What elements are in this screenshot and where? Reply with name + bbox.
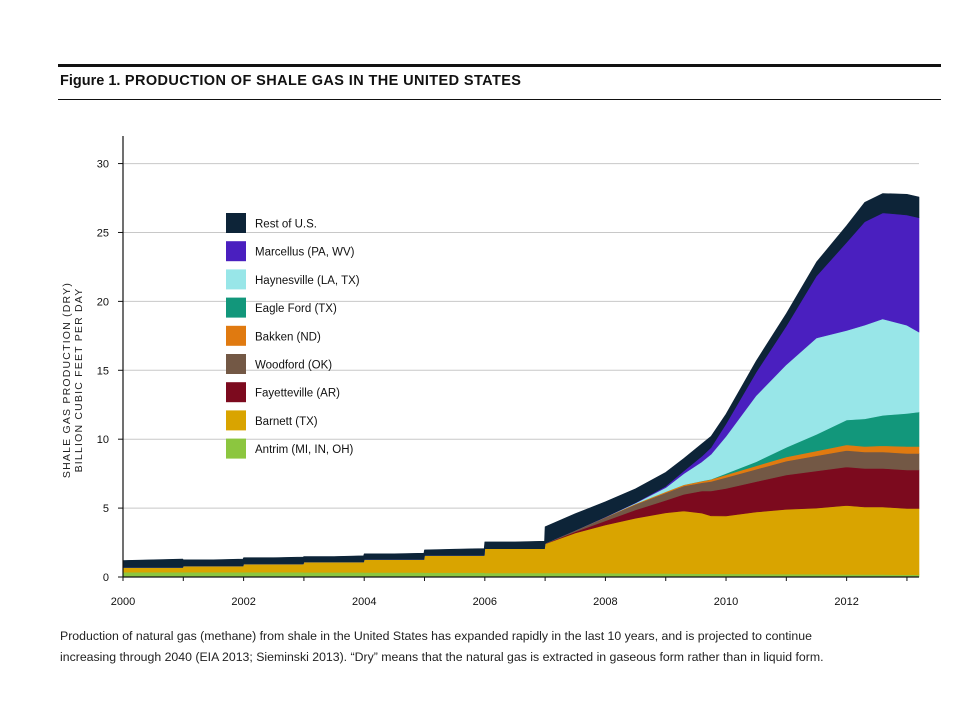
grid-layer xyxy=(123,163,919,509)
legend-label: Marcellus (PA, WV) xyxy=(255,247,355,259)
legend-label: Bakken (ND) xyxy=(255,331,321,343)
x-tick-label: 2010 xyxy=(714,596,738,608)
figure-caption: Production of natural gas (methane) from… xyxy=(60,626,940,668)
title-rule-top xyxy=(58,64,941,67)
legend-label: Antrim (MI, IN, OH) xyxy=(255,444,354,456)
legend-label: Rest of U.S. xyxy=(255,219,317,231)
y-axis-label-line1: SHALE GAS PRODUCTION (DRY) xyxy=(61,282,73,478)
area-layer xyxy=(122,193,920,578)
figure-title-lead: Figure 1. xyxy=(60,73,121,89)
x-tick-label: 2000 xyxy=(111,596,135,608)
legend: Rest of U.S. Marcellus (PA, WV) Haynesvill… xyxy=(226,213,360,459)
legend-label: Haynesville (LA, TX) xyxy=(255,275,360,287)
axis-layer: 0 5 10 15 20 25 30 2000 2002 2004 2006 2008 2010 2012 xyxy=(97,136,919,608)
x-tick-label: 2008 xyxy=(593,596,617,608)
y-tick-label: 5 xyxy=(103,503,109,515)
legend-swatch xyxy=(226,325,246,346)
x-tick-label: 2002 xyxy=(231,596,255,608)
y-tick-label: 10 xyxy=(97,434,109,446)
y-axis-label-line2: BILLION CUBIC FEET PER DAY xyxy=(73,288,85,473)
legend-swatch xyxy=(226,354,246,374)
y-tick-label: 30 xyxy=(97,159,109,171)
legend-label: Fayetteville (AR) xyxy=(255,388,340,400)
area-series-8 xyxy=(122,193,920,568)
x-tick-label: 2012 xyxy=(834,596,858,608)
caption-line-1: Production of natural gas (methane) from… xyxy=(60,629,812,643)
legend-swatch xyxy=(226,438,246,459)
y-tick-label: 25 xyxy=(97,227,109,239)
y-tick-label: 15 xyxy=(97,365,109,377)
shale-gas-chart: 0 5 10 15 20 25 30 2000 2002 2004 2006 2008 2010 2012… xyxy=(61,136,920,608)
figure-title: Figure 1. PRODUCTION OF SHALE GAS IN THE… xyxy=(60,73,521,89)
legend-swatch xyxy=(226,382,246,403)
legend-swatch xyxy=(226,297,246,318)
x-tick-label: 2004 xyxy=(352,596,376,608)
y-tick-label: 20 xyxy=(97,296,109,308)
y-tick-label: 0 xyxy=(103,572,109,584)
legend-swatch xyxy=(226,213,246,233)
figure-title-text: PRODUCTION OF SHALE GAS IN THE UNITED ST… xyxy=(124,73,522,89)
legend-swatch xyxy=(226,241,246,262)
legend-label: Eagle Ford (TX) xyxy=(255,303,337,315)
legend-label: Barnett (TX) xyxy=(255,416,318,428)
caption-line-2: increasing through 2040 (EIA 2013; Siemi… xyxy=(60,650,824,664)
legend-swatch xyxy=(226,410,246,431)
title-rule-bottom xyxy=(58,99,941,100)
legend-swatch xyxy=(226,269,246,290)
legend-label: Woodford (OK) xyxy=(255,360,332,372)
x-tick-label: 2006 xyxy=(473,596,497,608)
